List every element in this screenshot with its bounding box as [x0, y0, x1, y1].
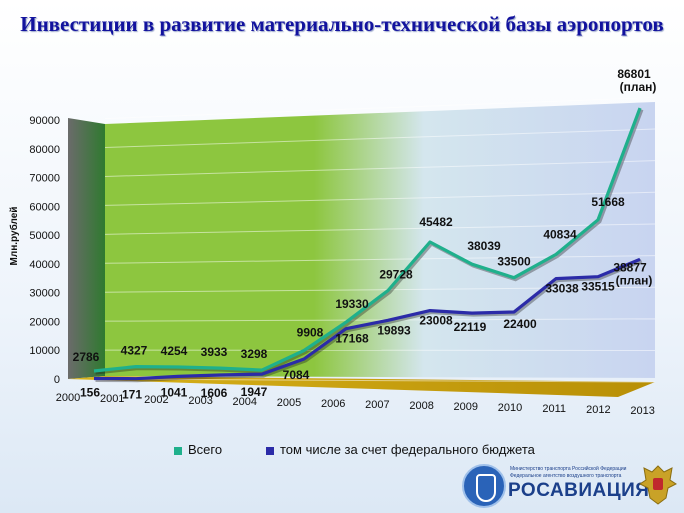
x-tick-label: 2009: [454, 401, 478, 413]
gridline: [104, 378, 656, 383]
data-label: 51668: [591, 195, 625, 209]
data-label: 19330: [335, 297, 369, 311]
y-tick-label: 60000: [29, 201, 60, 213]
data-label: 86801 (план): [617, 67, 656, 94]
chart-side-wall: [68, 118, 105, 379]
gridline: [104, 255, 656, 264]
legend-label-federal: том числе за счет федерального бюджета: [280, 442, 535, 457]
legend-label-total: Всего: [188, 442, 223, 457]
data-label: 33500: [497, 255, 531, 269]
series-line-total: [93, 107, 642, 373]
x-tick-label: 2007: [365, 399, 389, 411]
data-label: 156: [80, 386, 100, 400]
legend-item-total: Всего: [174, 442, 222, 457]
gridline: [104, 160, 656, 177]
y-axis: 0 10000 20000 30000 40000 50000 60000 70000 8000…: [29, 115, 60, 386]
data-label: 38877 (план): [613, 260, 652, 287]
series-line-federal: [93, 257, 641, 381]
page-title: Инвестиции в развитие материально-технич…: [20, 12, 664, 36]
gridline: [104, 191, 656, 206]
data-label: 23008: [419, 314, 453, 328]
y-tick-label: 80000: [29, 144, 60, 156]
data-label: 22400: [503, 317, 537, 331]
x-tick-label: 2002: [144, 394, 168, 406]
gridline: [104, 128, 656, 149]
data-label: 3298: [241, 347, 268, 361]
data-label: 19893: [377, 323, 411, 337]
gridline: [104, 96, 656, 120]
y-tick-label: 40000: [29, 259, 60, 271]
data-label: 171: [122, 388, 142, 402]
chart-gridlines: [104, 96, 656, 383]
data-label: 9908: [297, 326, 324, 340]
x-tick-label: 2008: [409, 400, 433, 412]
legend-swatch-federal: [266, 446, 274, 455]
data-label: 1041: [161, 385, 188, 399]
y-tick-label: 50000: [29, 230, 60, 242]
y-tick-label: 30000: [29, 288, 60, 300]
chart-data-labels: 2786 4327 4254 3933 3298 9908 19330 29728 45482 3…: [73, 67, 657, 402]
data-label: 33515: [581, 280, 615, 294]
data-label: 45482: [419, 215, 453, 229]
logo-ministry-text: Министерство транспорта Российской Федер…: [510, 466, 627, 472]
x-tick-label: 2003: [188, 395, 212, 407]
y-tick-label: 70000: [29, 173, 60, 185]
data-label: 29728: [379, 267, 413, 281]
y-tick-label: 10000: [29, 345, 60, 357]
y-tick-label: 0: [54, 374, 60, 386]
x-tick-label: 2006: [321, 398, 345, 410]
x-tick-label: 2010: [498, 402, 522, 414]
chart-series-lines: [93, 107, 644, 383]
data-label: 22119: [454, 320, 487, 334]
data-label: 4254: [161, 344, 188, 358]
x-tick-label: 2012: [586, 404, 610, 416]
coat-of-arms-icon: [639, 465, 677, 505]
gridline: [104, 286, 656, 293]
data-label: 7084: [283, 368, 310, 382]
x-tick-label: 2001: [100, 393, 124, 405]
data-label: 1606: [201, 386, 228, 400]
rosaviatsia-logo: Министерство транспорта Российской Федер…: [462, 462, 682, 510]
x-tick-label: 2004: [233, 396, 257, 408]
aviation-emblem-icon: [462, 464, 506, 508]
data-label: 40834: [543, 227, 577, 241]
x-tick-label: 2000: [56, 392, 80, 404]
data-label: 38039: [467, 239, 501, 253]
logo-brand-text: РОСАВИАЦИЯ: [508, 480, 650, 501]
legend-swatch-total: [174, 446, 182, 455]
x-tick-label: 2013: [630, 405, 654, 417]
data-label: 17168: [335, 332, 369, 346]
y-tick-label: 90000: [29, 115, 60, 127]
y-axis-title: Млн.рублей: [8, 207, 20, 266]
x-tick-label: 2011: [542, 403, 566, 415]
logo-agency-text: Федеральное агентство воздушного транспо…: [510, 473, 622, 479]
data-label: 4327: [121, 344, 148, 358]
y-tick-label: 20000: [29, 316, 60, 328]
legend-item-federal: том числе за счет федерального бюджета: [266, 442, 535, 457]
data-label: 2786: [73, 350, 100, 364]
gridline: [104, 223, 656, 235]
data-label: 33038: [545, 282, 579, 296]
x-tick-label: 2005: [277, 397, 301, 409]
data-label: 3933: [201, 345, 228, 359]
gridline: [104, 318, 656, 322]
data-label: 1947: [241, 385, 268, 399]
x-axis: 2000 2001 2002 2003 2004 2005 2006 2007 2008 2009…: [56, 392, 655, 417]
